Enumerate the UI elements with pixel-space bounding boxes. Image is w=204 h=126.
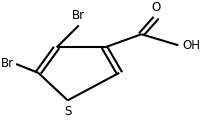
Text: Br: Br (72, 9, 85, 22)
Text: S: S (64, 105, 71, 118)
Text: OH: OH (182, 39, 200, 52)
Text: Br: Br (1, 57, 14, 70)
Text: O: O (152, 1, 161, 14)
